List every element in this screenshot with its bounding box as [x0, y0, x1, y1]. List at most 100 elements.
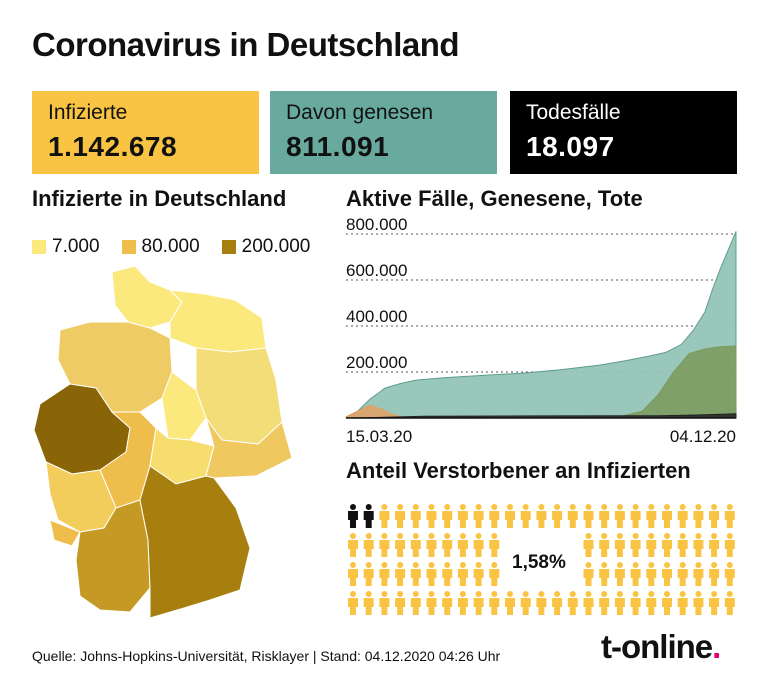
person-icon — [662, 533, 672, 557]
person-icon — [489, 562, 500, 586]
person-icon — [348, 562, 358, 586]
y-tick-label: 400.000 — [346, 307, 407, 326]
legend-item: 200.000 — [221, 236, 311, 258]
person-icon — [426, 591, 437, 615]
icon-array — [348, 504, 735, 615]
recovered-label: Davon genesen — [286, 101, 434, 124]
person-icon — [363, 533, 374, 557]
person-icon — [583, 533, 594, 557]
person-icon — [662, 562, 672, 586]
person-icon — [724, 562, 735, 586]
person-icon — [599, 562, 610, 586]
y-tick-label: 600.000 — [346, 261, 407, 280]
legend-item: 7.000 — [32, 236, 100, 258]
map-region-saxony — [205, 417, 293, 479]
legend-swatch-low — [32, 240, 46, 254]
death-rate-label: 1,58% — [510, 552, 568, 574]
person-icon — [379, 562, 390, 586]
person-icon — [646, 591, 657, 615]
person-icon — [599, 504, 610, 528]
person-icon — [567, 591, 578, 615]
person-icon — [520, 504, 531, 528]
person-icon — [614, 533, 625, 557]
person-icon — [677, 504, 688, 528]
person-icon — [536, 591, 547, 615]
person-icon — [677, 533, 688, 557]
y-tick-label: 200.000 — [346, 353, 407, 372]
person-icon — [677, 562, 688, 586]
infected-value: 1.142.678 — [48, 131, 178, 162]
person-icon — [724, 504, 735, 528]
person-icon — [552, 504, 563, 528]
y-tick-label: 800.000 — [346, 215, 407, 234]
person-icon — [395, 533, 406, 557]
person-icon — [709, 562, 720, 586]
person-icon — [442, 533, 453, 557]
person-icon — [348, 591, 358, 615]
person-icon — [410, 562, 421, 586]
person-icon — [426, 504, 437, 528]
logo-text: t-online — [601, 628, 713, 665]
person-icon-deceased — [348, 504, 358, 528]
legend-label-high: 200.000 — [241, 236, 311, 257]
map-region-bavaria — [139, 465, 251, 619]
legend-swatch-mid — [121, 240, 136, 254]
person-icon — [567, 504, 578, 528]
person-icon — [630, 562, 641, 586]
map-region-mecklenburg — [168, 289, 267, 353]
person-icon — [395, 504, 406, 528]
person-icon — [599, 591, 610, 615]
person-icon — [724, 591, 735, 615]
person-icon-deceased — [363, 504, 374, 528]
x-tick-label-start: 15.03.20 — [346, 427, 412, 446]
x-tick-label-end: 04.12.20 — [670, 427, 736, 446]
person-icon — [457, 533, 468, 557]
person-icon — [489, 591, 500, 615]
source-note: Quelle: Johns-Hopkins-Universität, Riskl… — [32, 648, 501, 664]
person-icon — [693, 504, 704, 528]
person-icon — [614, 591, 625, 615]
map-legend: 7.000 80.000 200.000 — [32, 236, 310, 258]
person-icon — [426, 562, 437, 586]
germany-map — [33, 265, 293, 619]
person-icon — [614, 504, 625, 528]
person-icon — [410, 533, 421, 557]
person-icon — [630, 533, 641, 557]
person-icon — [410, 504, 421, 528]
deaths-label: Todesfälle — [526, 101, 621, 124]
person-icon — [693, 533, 704, 557]
person-icon — [442, 562, 453, 586]
person-icon — [379, 504, 390, 528]
area-chart: 200.000 400.000 600.000 800.000 15.03.20 04.1… — [345, 215, 737, 446]
person-icon — [583, 562, 594, 586]
legend-label-low: 7.000 — [52, 236, 100, 257]
area-series-0 — [345, 231, 737, 419]
person-icon — [693, 562, 704, 586]
t-online-logo: t-online. — [601, 628, 721, 666]
person-icon — [457, 504, 468, 528]
person-icon — [395, 562, 406, 586]
person-icon — [583, 504, 594, 528]
person-icon — [536, 504, 547, 528]
person-icon — [410, 591, 421, 615]
person-icon — [505, 504, 515, 528]
recovered-stat-box: Davon genesen 811.091 — [270, 91, 497, 174]
person-icon — [489, 533, 500, 557]
person-icon — [473, 504, 484, 528]
person-icon — [505, 591, 515, 615]
person-icon — [457, 562, 468, 586]
logo-dot: . — [712, 628, 721, 665]
person-icon — [395, 591, 406, 615]
person-icon — [363, 562, 374, 586]
legend-swatch-high — [221, 240, 236, 254]
deaths-stat-box: Todesfälle 18.097 — [510, 91, 737, 174]
person-icon — [473, 562, 484, 586]
infected-label: Infizierte — [48, 101, 128, 124]
area-chart-title: Aktive Fälle, Genesene, Tote — [346, 186, 643, 211]
person-icon — [614, 562, 625, 586]
person-icon — [473, 533, 484, 557]
person-icon — [677, 591, 688, 615]
person-icon — [348, 533, 358, 557]
map-region-saarland — [49, 519, 81, 547]
icon-array-title: Anteil Verstorbener an Infizierten — [346, 458, 691, 483]
